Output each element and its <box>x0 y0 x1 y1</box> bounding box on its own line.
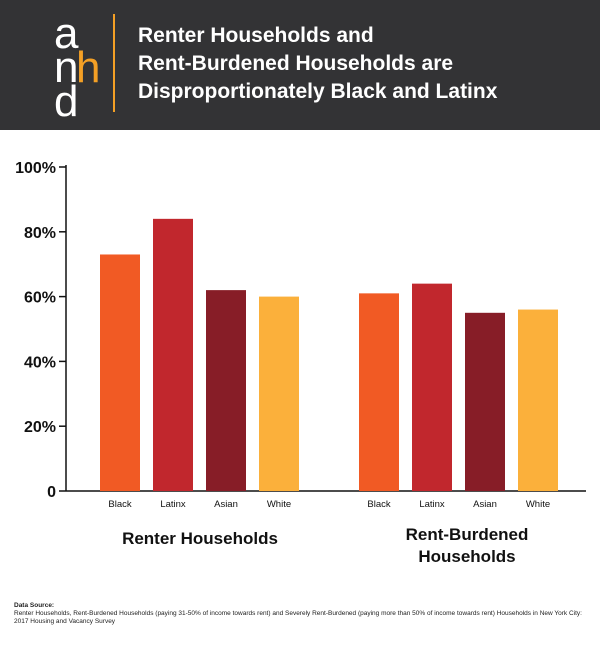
chart-title: Renter Households and Rent-Burdened Hous… <box>138 22 578 106</box>
bar-renter-white <box>259 296 299 491</box>
x-tick-label: Asian <box>473 499 497 510</box>
y-tick-label: 20% <box>24 419 56 436</box>
data-source: Data Source: Renter Households, Rent-Bur… <box>14 602 586 626</box>
title-line-2: Rent-Burdened Households are <box>138 52 454 75</box>
x-tick-label: Latinx <box>419 499 445 510</box>
x-tick-label: White <box>267 499 291 510</box>
bar-rent-burdened-asian <box>465 312 505 491</box>
x-tick-label: Asian <box>214 499 238 510</box>
y-tick-label: 80% <box>24 225 56 242</box>
bar-rent-burdened-latinx <box>412 283 452 491</box>
bar-chart: 0 20% 40% 60% 80% 100% Black Latinx Asian White Bl… <box>15 160 586 510</box>
group-label-rent-burdened-households: Rent-Burdened Households <box>367 524 567 568</box>
group-label-rent-burdened-line-2: Households <box>418 547 516 566</box>
bar-rent-burdened-white <box>518 309 558 491</box>
x-tick-label: Black <box>367 499 390 510</box>
data-source-title: Data Source: <box>14 602 55 609</box>
title-line-3: Disproportionately Black and Latinx <box>138 80 498 103</box>
header-divider <box>113 14 115 112</box>
data-source-text: Renter Households, Rent-Burdened Househo… <box>14 610 582 625</box>
y-tick-label: 0 <box>47 484 56 501</box>
bar-renter-asian <box>206 290 246 491</box>
bar-rent-burdened-black <box>359 293 399 491</box>
logo-letter-h: h <box>76 43 101 92</box>
group-label-rent-burdened-line-1: Rent-Burdened <box>405 525 529 544</box>
logo-letter-a: a <box>54 9 79 58</box>
group-label-renter-households: Renter Households <box>122 529 278 548</box>
x-tick-label: Latinx <box>160 499 186 510</box>
bar-renter-latinx <box>153 218 193 491</box>
header-banner: a n h d Renter Households and Rent-Burde… <box>0 0 600 130</box>
y-tick-label: 60% <box>24 290 56 307</box>
title-line-1: Renter Households and <box>138 24 374 47</box>
x-tick-label: White <box>526 499 550 510</box>
logo-letter-n: n <box>54 43 79 92</box>
y-tick-label: 40% <box>24 354 56 371</box>
x-tick-label: Black <box>108 499 131 510</box>
y-tick-label: 100% <box>15 160 56 177</box>
logo-letter-d: d <box>54 77 79 126</box>
bar-renter-black <box>100 254 140 491</box>
logo: a n h d <box>48 9 104 126</box>
